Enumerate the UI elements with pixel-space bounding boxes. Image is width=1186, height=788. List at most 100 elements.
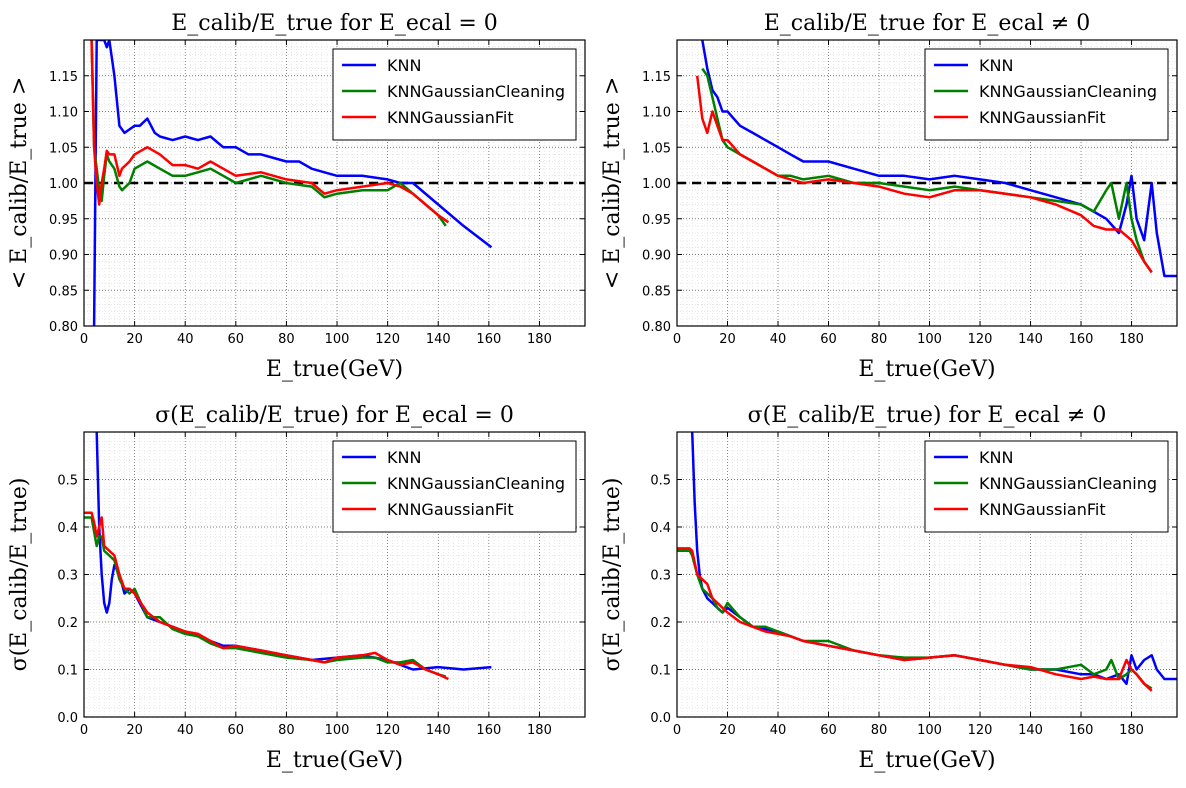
x-tick-label: 100 bbox=[325, 723, 350, 738]
x-tick-label: 60 bbox=[228, 332, 245, 347]
x-tick-label: 100 bbox=[325, 332, 350, 347]
legend-label: KNN bbox=[979, 56, 1013, 75]
y-tick-label: 0.2 bbox=[650, 616, 671, 631]
x-tick-label: 160 bbox=[1069, 332, 1094, 347]
x-tick-label: 120 bbox=[375, 332, 400, 347]
plot-frame bbox=[83, 431, 586, 718]
chart-title: E_calib/E_true for E_ecal ≠ 0 bbox=[764, 11, 1091, 36]
y-tick-label: 0.3 bbox=[57, 569, 78, 584]
y-tick-label: 1.00 bbox=[642, 177, 671, 192]
x-tick-label: 160 bbox=[476, 723, 501, 738]
x-tick-label: 120 bbox=[968, 723, 993, 738]
y-tick-label: 1.10 bbox=[49, 106, 78, 121]
y-tick-label: 0.85 bbox=[642, 284, 671, 299]
y-tick-label: 0.95 bbox=[49, 213, 78, 228]
x-tick-label: 20 bbox=[719, 723, 736, 738]
x-tick-label: 120 bbox=[968, 332, 993, 347]
x-tick-label: 180 bbox=[527, 332, 552, 347]
series-line-KNN bbox=[92, 40, 493, 326]
panel-2: 0 20 40 60 80 100 120 140 160 180 0.80 0.85 0.90 0.95… bbox=[600, 11, 1178, 382]
x-tick-label: 80 bbox=[278, 332, 295, 347]
y-tick-label: 1.15 bbox=[642, 70, 671, 85]
x-tick-label: 140 bbox=[1018, 723, 1043, 738]
legend: KNN KNNGaussianCleaning KNNGaussianFit bbox=[332, 48, 577, 141]
y-tick-label: 0.90 bbox=[642, 249, 671, 264]
x-tick-label: 0 bbox=[80, 332, 88, 347]
y-tick-label: 0.80 bbox=[642, 320, 671, 335]
chart-title: σ(E_calib/E_true) for E_ecal = 0 bbox=[155, 403, 514, 428]
x-tick-label: 60 bbox=[820, 332, 837, 347]
y-tick-label: 0.3 bbox=[650, 569, 671, 584]
y-tick-label: 1.15 bbox=[49, 70, 78, 85]
legend-label: KNNGaussianCleaning bbox=[387, 82, 565, 101]
panel-4: 0 20 40 60 80 100 120 140 160 180 0.0 0.1 0.2 0.3 0.4 0… bbox=[600, 403, 1178, 773]
y-tick-label: 0.1 bbox=[57, 664, 78, 679]
x-tick-label: 60 bbox=[228, 723, 245, 738]
legend-label: KNN bbox=[387, 448, 421, 467]
legend-label: KNN bbox=[979, 448, 1013, 467]
x-tick-label: 120 bbox=[375, 723, 400, 738]
x-axis-label: E_true(GeV) bbox=[266, 748, 403, 773]
y-tick-label: 1.10 bbox=[642, 106, 671, 121]
x-tick-label: 140 bbox=[426, 332, 451, 347]
series-line-KNNGaussianFit bbox=[695, 75, 1153, 274]
y-tick-label: 1.00 bbox=[49, 177, 78, 192]
legend: KNN KNNGaussianCleaning KNNGaussianFit bbox=[924, 48, 1169, 141]
plot-frame bbox=[83, 39, 586, 327]
x-tick-label: 180 bbox=[1119, 723, 1144, 738]
legend-label: KNNGaussianFit bbox=[387, 108, 514, 127]
x-axis-label: E_true(GeV) bbox=[858, 357, 995, 382]
legend-label: KNNGaussianFit bbox=[387, 500, 514, 519]
series-line-KNNGaussianCleaning bbox=[677, 549, 1153, 690]
y-tick-label: 0.4 bbox=[57, 521, 78, 536]
series-line-KNNGaussianFit bbox=[677, 547, 1153, 692]
x-tick-label: 20 bbox=[126, 723, 143, 738]
legend-label: KNNGaussianCleaning bbox=[979, 474, 1157, 493]
x-tick-label: 100 bbox=[917, 723, 942, 738]
legend-label: KNNGaussianFit bbox=[979, 500, 1106, 519]
x-tick-label: 80 bbox=[278, 723, 295, 738]
chart-title: σ(E_calib/E_true) for E_ecal ≠ 0 bbox=[748, 403, 1107, 428]
x-tick-label: 20 bbox=[126, 332, 143, 347]
x-tick-label: 140 bbox=[426, 723, 451, 738]
x-tick-label: 40 bbox=[177, 723, 194, 738]
y-tick-label: 0.2 bbox=[57, 616, 78, 631]
x-tick-label: 0 bbox=[673, 723, 681, 738]
x-tick-label: 180 bbox=[527, 723, 552, 738]
legend-label: KNNGaussianCleaning bbox=[387, 474, 565, 493]
y-tick-label: 1.05 bbox=[49, 141, 78, 156]
legend-label: KNNGaussianFit bbox=[979, 108, 1106, 127]
series-line-KNNGaussianFit bbox=[84, 511, 449, 681]
x-tick-label: 40 bbox=[770, 723, 787, 738]
panel-1: 0 20 40 60 80 100 120 140 160 180 0.80 0.85 0.90 0.95… bbox=[7, 11, 586, 382]
x-tick-label: 140 bbox=[1018, 332, 1043, 347]
legend: KNN KNNGaussianCleaning KNNGaussianFit bbox=[332, 440, 577, 533]
x-axis-label: E_true(GeV) bbox=[858, 748, 995, 773]
y-tick-label: 0.80 bbox=[49, 320, 78, 335]
y-tick-label: 0.5 bbox=[650, 474, 671, 489]
x-tick-label: 100 bbox=[917, 332, 942, 347]
y-tick-label: 1.05 bbox=[642, 141, 671, 156]
x-tick-label: 60 bbox=[820, 723, 837, 738]
legend: KNN KNNGaussianCleaning KNNGaussianFit bbox=[924, 440, 1169, 533]
y-tick-label: 0.85 bbox=[49, 284, 78, 299]
plot-frame bbox=[676, 431, 1178, 718]
y-tick-label: 0.95 bbox=[642, 213, 671, 228]
y-tick-label: 0.4 bbox=[650, 521, 671, 536]
legend-label: KNNGaussianCleaning bbox=[979, 82, 1157, 101]
y-tick-label: 0.5 bbox=[57, 474, 78, 489]
y-tick-label: 0.90 bbox=[49, 249, 78, 264]
panel-3: 0 20 40 60 80 100 120 140 160 180 0.0 0.1 0.2 0.3 0.4 0… bbox=[7, 403, 586, 773]
x-tick-label: 180 bbox=[1119, 332, 1144, 347]
x-tick-label: 0 bbox=[673, 332, 681, 347]
y-tick-label: 0.0 bbox=[57, 711, 78, 726]
x-tick-label: 80 bbox=[871, 332, 888, 347]
x-tick-label: 40 bbox=[770, 332, 787, 347]
x-tick-label: 80 bbox=[871, 723, 888, 738]
legend-label: KNN bbox=[387, 56, 421, 75]
x-tick-label: 40 bbox=[177, 332, 194, 347]
x-tick-label: 160 bbox=[1069, 723, 1094, 738]
x-tick-label: 0 bbox=[80, 723, 88, 738]
series-line-KNNGaussianCleaning bbox=[701, 67, 1153, 274]
